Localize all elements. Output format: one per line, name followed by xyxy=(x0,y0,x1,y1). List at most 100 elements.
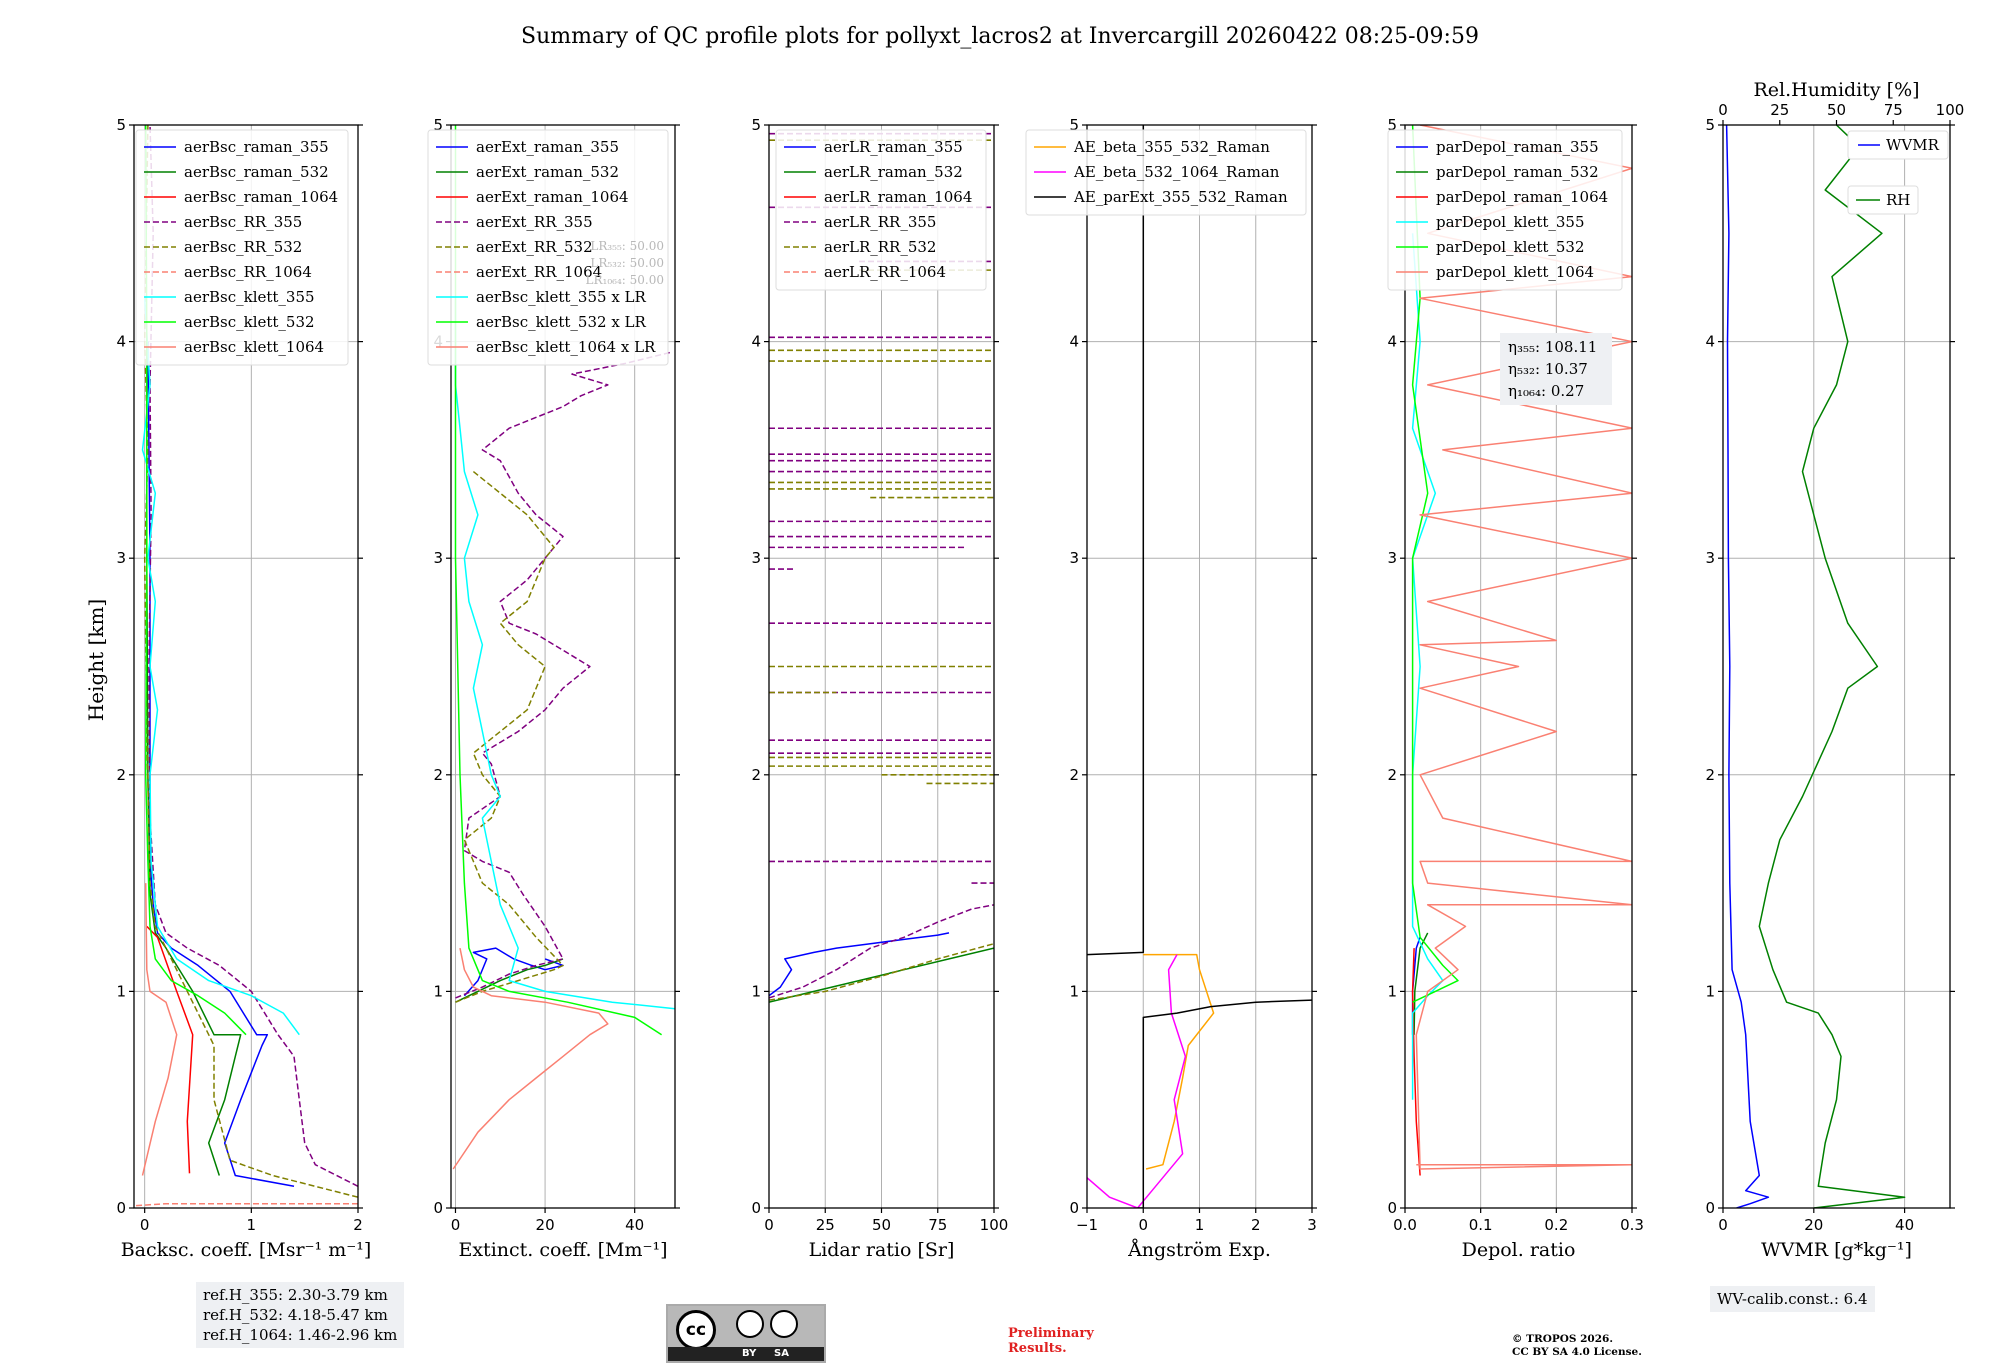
lr-value-label: LR₅₃₂: 50.00 xyxy=(590,256,664,270)
series-aerext-rr-355 xyxy=(455,351,671,999)
cc-icon: cc xyxy=(676,1310,716,1350)
x-tick-label: 0 xyxy=(1138,1216,1148,1234)
x-tick-label: 0.2 xyxy=(1544,1216,1568,1234)
y-tick-label: 1 xyxy=(1705,982,1715,1000)
series-ae-beta-532-1064-raman xyxy=(1087,954,1187,1208)
series-aerlr-raman-532 xyxy=(769,947,994,1003)
legend-label: aerBsc_klett_532 xyxy=(184,313,315,331)
license-by: BY xyxy=(742,1348,757,1359)
legend-label: aerBsc_klett_355 x LR xyxy=(476,288,647,306)
legend-label: aerExt_RR_1064 xyxy=(476,263,602,281)
x-tick-label: 3 xyxy=(1307,1216,1317,1234)
top-x-tick-label: 50 xyxy=(1827,101,1846,119)
legend-box xyxy=(1025,129,1307,216)
series-aerbsc-klett-355 xyxy=(141,298,300,1036)
series-aerbsc-raman-532 xyxy=(146,341,242,1176)
x-tick-label: 1 xyxy=(247,1216,257,1234)
top-x-tick-label: 25 xyxy=(1770,101,1789,119)
x-tick-label: 0 xyxy=(451,1216,461,1234)
x-tick-label: 1 xyxy=(1195,1216,1205,1234)
legend-label: aerBsc_raman_532 xyxy=(184,163,329,181)
series-pardepol-raman-532 xyxy=(1413,932,1429,1035)
x-axis-label: Extinct. coeff. [Mm⁻¹] xyxy=(458,1239,667,1261)
series-rh xyxy=(1758,125,1906,1208)
y-tick-label: 3 xyxy=(116,549,126,567)
ref-height-532: ref.H_532: 4.18-5.47 km xyxy=(203,1306,388,1324)
x-tick-label: 2 xyxy=(353,1216,363,1234)
legend-label: parDepol_klett_532 xyxy=(1436,238,1585,256)
legend-label: aerLR_raman_532 xyxy=(824,163,963,181)
x-axis-label: WVMR [g*kg⁻¹] xyxy=(1761,1239,1912,1261)
series-aerext-raman-532 xyxy=(455,958,564,1003)
y-tick-label: 0 xyxy=(1705,1199,1715,1217)
y-tick-label: 4 xyxy=(751,333,761,351)
top-x-tick-label: 100 xyxy=(1936,101,1965,119)
preliminary-line-1: Preliminary xyxy=(1008,1326,1094,1341)
legend-label: AE_beta_532_1064_Raman xyxy=(1073,163,1280,181)
lr-value-label: LR₁₀₆₄: 50.00 xyxy=(586,273,664,287)
y-tick-label: 2 xyxy=(1069,766,1079,784)
y-tick-label: 1 xyxy=(116,982,126,1000)
legend-label: aerBsc_raman_355 xyxy=(184,138,329,156)
y-tick-label: 4 xyxy=(1387,333,1397,351)
eta-label: η₁₀₆₄: 0.27 xyxy=(1508,382,1584,400)
legend: parDepol_raman_355 parDepol_raman_532 parD… xyxy=(1387,129,1623,291)
y-tick-label: 3 xyxy=(433,549,443,567)
series-aerlr-rr-532 xyxy=(769,942,994,1001)
legend-label: aerExt_raman_532 xyxy=(476,163,619,181)
legend-label: AE_parExt_355_532_Raman xyxy=(1073,188,1288,206)
y-tick-label: 4 xyxy=(1705,333,1715,351)
y-tick-label: 2 xyxy=(1387,766,1397,784)
legend-label: aerBsc_klett_355 xyxy=(184,288,315,306)
legend-label: aerExt_raman_355 xyxy=(476,138,619,156)
x-tick-label: 40 xyxy=(1895,1216,1914,1234)
y-tick-label: 3 xyxy=(751,549,761,567)
series-ae-parext-355-532-raman xyxy=(1137,999,1312,1208)
lr-value-label: LR₃₅₅: 50.00 xyxy=(590,239,664,253)
y-tick-label: 5 xyxy=(433,116,443,134)
plot-area xyxy=(769,132,994,1003)
legend-label: aerLR_RR_1064 xyxy=(824,263,946,281)
y-tick-label: 0 xyxy=(116,1199,126,1217)
cc-license-logo: cc BY SA xyxy=(666,1304,826,1363)
eta-background xyxy=(1500,333,1612,405)
legend-label: aerExt_RR_532 xyxy=(476,238,593,256)
y-tick-label: 1 xyxy=(1069,982,1079,1000)
legend-label: aerLR_RR_532 xyxy=(824,238,936,256)
y-tick-label: 1 xyxy=(433,982,443,1000)
y-tick-label: 1 xyxy=(751,982,761,1000)
series-pardepol-klett-532 xyxy=(1411,125,1459,1003)
legend-label: aerBsc_RR_532 xyxy=(184,238,302,256)
legend-label: parDepol_klett_1064 xyxy=(1436,263,1594,281)
series-aerbsc-klett-1064-x-lr xyxy=(452,947,609,1170)
wv-calib-const: WV-calib.const.: 6.4 xyxy=(1717,1290,1868,1308)
legend-rh: RH xyxy=(1847,185,1919,215)
series-aerbsc-rr-355 xyxy=(148,125,358,1187)
legend-label: RH xyxy=(1886,191,1910,209)
legend-box xyxy=(427,129,669,366)
y-tick-label: 2 xyxy=(116,766,126,784)
x-tick-label: 75 xyxy=(928,1216,947,1234)
ref-height-box: ref.H_355: 2.30-3.79 km ref.H_532: 4.18-… xyxy=(196,1282,405,1348)
y-tick-label: 5 xyxy=(116,116,126,134)
top-x-tick-label: 75 xyxy=(1884,101,1903,119)
legend-label: aerBsc_raman_1064 xyxy=(184,188,338,206)
legend: aerExt_raman_355 aerExt_raman_532 aerExt_r… xyxy=(427,129,669,366)
series-aerext-rr-532 xyxy=(455,471,564,1003)
axes-frame xyxy=(133,124,359,1209)
copyright-line-2: CC BY SA 4.0 License. xyxy=(1512,1346,1642,1358)
x-axis-label: Backsc. coeff. [Msr⁻¹ m⁻¹] xyxy=(121,1239,372,1261)
copyright-note: © TROPOS 2026. CC BY SA 4.0 License. xyxy=(1512,1333,1642,1359)
y-tick-label: 5 xyxy=(751,116,761,134)
series-aerlr-raman-355 xyxy=(769,932,950,997)
y-tick-label: 0 xyxy=(433,1199,443,1217)
legend-box xyxy=(1847,130,1949,160)
y-tick-label: 0 xyxy=(751,1199,761,1217)
legend: aerLR_raman_355 aerLR_raman_532 aerLR_rama… xyxy=(775,129,987,291)
y-tick-label: 5 xyxy=(1387,116,1397,134)
ref-height-355: ref.H_355: 2.30-3.79 km xyxy=(203,1286,388,1304)
series-wvmr xyxy=(1725,125,1770,1208)
top-x-tick-label: 0 xyxy=(1718,101,1728,119)
x-tick-label: 0 xyxy=(764,1216,774,1234)
